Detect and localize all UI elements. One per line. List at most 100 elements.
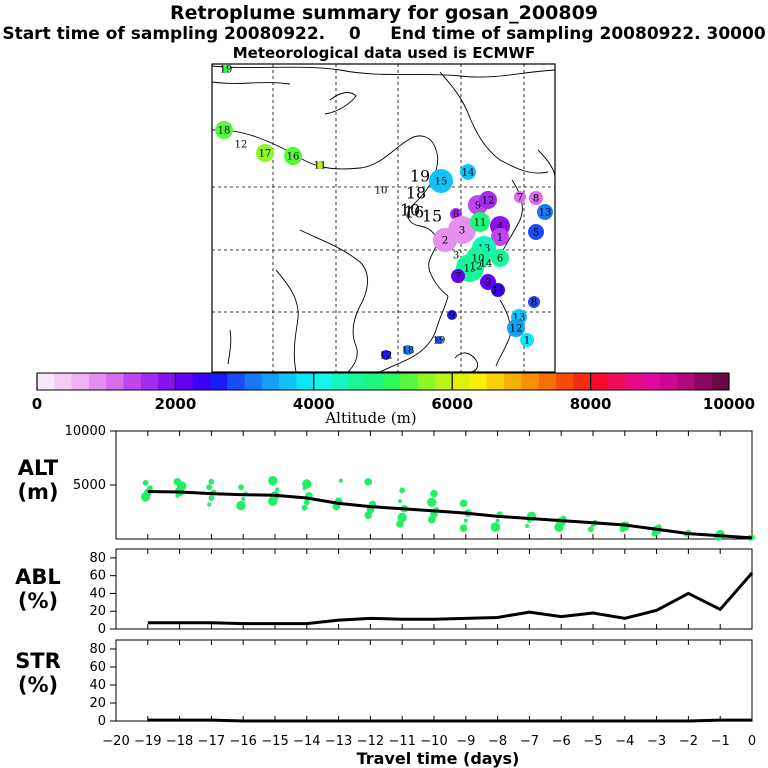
y-tick-label: 80 [89,642,106,657]
trajectory-point-label: 11 [474,217,487,228]
trajectory-point [514,191,526,203]
colorbar-cell [469,373,488,390]
trajectory-point [256,144,274,162]
str-yunit: (%) [18,673,58,697]
trajectory-point-label: 12 [235,139,248,150]
trajectory-point-label: 10 [472,253,485,264]
start-time-label: Start time of sampling [2,24,219,44]
y-tick-label: 40 [89,586,106,601]
alt-cluster-point [525,524,530,529]
alt-cluster-point [241,497,246,502]
colorbar-cell [400,373,418,390]
x-tick-label: −11 [388,734,415,749]
colorbar-cell [106,373,124,390]
alt-cluster-point [268,475,278,486]
alt-cluster-point [495,518,500,523]
met-data-line: Meteorological data used is ECMWF [232,44,536,62]
trajectory-point-label: 8 [531,297,537,308]
alt-cluster-point [142,479,149,486]
trajectory-point [491,283,505,297]
x-tick-label: −14 [293,734,320,749]
colorbar-cell [486,373,505,390]
alt-cluster-point [463,518,468,523]
trajectory-point-label: 19 [220,64,233,75]
colorbar-cell [677,373,695,390]
alt-cluster-point [397,512,407,523]
trajectory-point [447,310,457,320]
alt-cluster-point [173,477,182,486]
trajectory-point [537,204,553,220]
trajectory-point [528,224,544,240]
x-tick-label: −2 [679,734,698,749]
colorbar-cell [140,373,159,390]
x-tick-label: −19 [134,734,161,749]
start-time-value: 20080922. [224,24,326,44]
x-tick-label: −7 [520,734,539,749]
end-time-label: End time of sampling [390,24,594,44]
x-tick-label: −5 [583,734,602,749]
trajectory-point [403,345,413,355]
alt-cluster-point [208,495,215,501]
alt-yunit: (m) [17,480,58,504]
trajectory-point-label: 19 [410,166,430,185]
alt-ylabel: ALT [18,456,59,480]
trajectory-point [215,121,233,139]
colorbar-cell [175,373,194,390]
str-series-line [147,718,752,723]
y-tick-label: 0 [98,622,106,637]
trajectory-point-label: 12 [380,350,393,361]
x-tick-label: −13 [325,734,352,749]
colorbar-tick-label: 4000 [293,395,335,413]
colorbar-cell [71,373,90,390]
alt-cluster-point [399,487,406,494]
colorbar: 0 2000 4000 6000 8000 10000 Altitude (m) [32,372,755,427]
colorbar-cell [37,373,55,390]
alt-cluster-point [207,502,212,507]
colorbar-tick-label: 10000 [703,395,755,413]
trajectory-point-label: 9 [475,200,481,211]
abl-yunit: (%) [18,589,58,613]
x-tick-label: −10 [420,734,447,749]
trajectory-point-label: 15 [435,176,448,187]
alt-cluster-point [430,489,438,498]
colorbar-cell [538,373,557,390]
str-ylabel: STR [15,649,61,673]
trajectory-point [491,228,509,246]
trajectory-point-label: 13 [513,312,526,323]
trajectory-point-label: 16 [287,151,300,162]
trajectory-point-label: 18 [218,125,231,136]
y-tick-label: 80 [89,551,106,566]
trajectory-point-label: 7 [517,192,523,203]
trajectory-point [528,296,540,308]
trajectory-point [316,161,324,169]
trajectory-point-label: 2 [442,235,448,246]
alt-cluster-point [275,487,280,492]
end-time-value: 20080922. 30000 [599,24,766,44]
colorbar-cell [123,373,142,390]
colorbar-cell [210,373,228,390]
colorbar-cell [504,373,522,390]
chart-title: Retroplume summary for gosan_200809 [169,2,599,24]
trajectory-point-label: 19 [433,335,446,346]
alt-cluster-point [236,500,246,511]
start-time-hms: 0 [348,24,361,44]
colorbar-cell [642,373,661,390]
alt-cluster-point [338,478,343,483]
trajectory-point-label: 1 [524,335,530,346]
alt-cluster-point [208,478,215,485]
trajectory-point-label: 14 [480,258,493,269]
alt-cluster-point [302,479,312,489]
trajectory-point-label: 18 [406,183,426,202]
y-tick-label: 0 [98,714,106,729]
trajectory-point-label: 7 [455,271,461,282]
alt-panel-frame [115,430,753,540]
trajectory-point-label: 17 [259,148,272,159]
trajectory-point [284,147,302,165]
colorbar-cell [556,373,574,390]
x-tick-label: −6 [552,734,571,749]
colorbar-cell [313,373,332,390]
trajectory-point-label: 18 [402,345,415,356]
